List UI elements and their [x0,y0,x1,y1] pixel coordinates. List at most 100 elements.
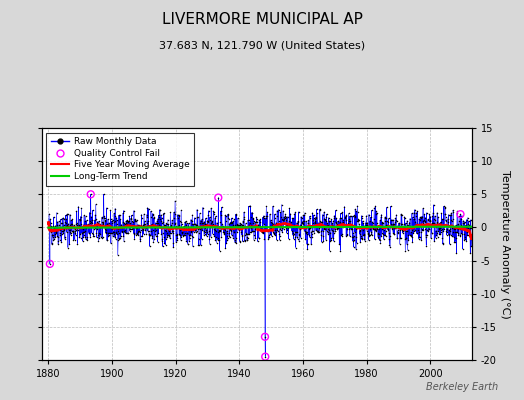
Point [422,210,431,216]
Point [406,232,414,238]
Point [250,232,258,239]
Point [113,217,121,224]
Point [117,232,125,239]
Point [143,214,151,220]
Point [226,226,234,232]
Point [169,244,178,250]
Point [229,218,237,224]
Point [209,221,217,228]
Point [174,223,182,229]
Point [279,217,288,223]
Point [241,238,249,244]
Point [335,241,343,248]
Point [373,226,381,232]
Point [364,224,372,230]
Point [144,222,152,228]
Point [408,210,416,216]
Point [90,222,99,228]
Point [234,223,243,229]
Point [82,222,91,228]
Point [334,223,342,229]
Point [239,221,248,228]
Point [294,218,302,224]
Point [146,224,155,230]
Point [291,234,300,240]
Point [316,219,325,225]
Point [225,221,234,227]
Point [225,232,233,239]
Point [351,228,359,235]
Point [117,222,125,228]
Point [417,214,425,220]
Point [252,214,260,221]
Point [368,223,376,229]
Point [275,206,283,213]
Point [413,221,421,228]
Point [444,212,453,218]
Point [48,240,56,246]
Point [464,218,473,224]
Point [193,226,202,232]
Point [99,221,107,228]
Point [419,220,427,226]
Point [419,205,427,212]
Point [322,218,330,224]
Point [212,233,221,240]
Point [243,237,252,244]
Point [77,221,85,227]
Point [165,228,173,235]
Point [379,224,388,230]
Point [429,221,437,228]
Point [78,228,86,235]
Point [119,208,128,214]
Point [395,220,403,226]
Point [376,240,385,246]
Point [340,204,348,210]
Point [252,219,260,225]
Point [61,236,69,242]
Point [268,222,276,229]
Point [294,209,303,215]
Point [369,224,378,230]
Point [49,223,57,230]
Point [397,211,405,217]
Point [135,228,144,234]
Point [241,225,249,232]
Point [200,228,208,234]
Point [65,241,73,247]
Point [150,231,159,238]
Point [83,222,92,228]
Point [336,215,344,222]
Point [464,225,472,231]
Point [76,216,84,223]
Point [300,224,308,230]
Point [353,240,361,246]
Point [410,227,419,234]
Point [341,222,349,228]
Point [424,228,432,234]
Point [243,237,251,244]
Point [315,207,324,213]
Point [280,216,289,222]
Point [46,226,54,232]
Point [311,220,319,226]
Point [294,231,303,237]
Point [353,218,361,224]
Point [230,229,238,235]
Point [70,226,79,232]
Point [233,221,241,227]
Point [121,221,129,228]
Point [204,208,213,214]
Point [166,230,174,237]
Point [129,224,137,230]
Point [421,214,429,221]
Point [381,232,390,239]
Point [441,204,449,210]
Point [363,221,371,228]
Point [456,211,465,217]
Point [261,215,270,221]
Point [445,228,454,234]
Point [178,229,186,236]
Point [156,224,165,230]
Point [334,218,342,224]
